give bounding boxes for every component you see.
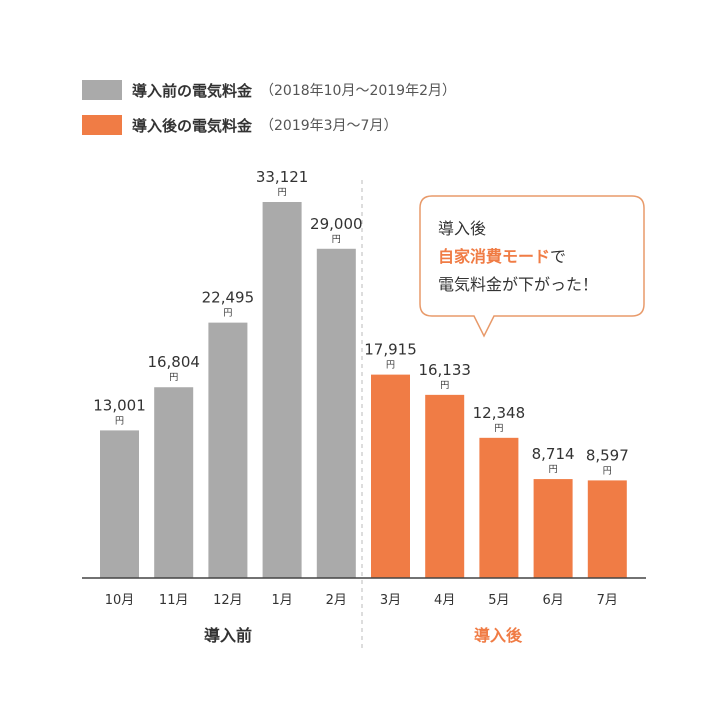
legend-after-swatch bbox=[82, 115, 122, 135]
legend-before-swatch bbox=[82, 80, 122, 100]
callout-line2-suffix: で bbox=[550, 247, 566, 266]
callout-line3: 電気料金が下がった！ bbox=[438, 275, 598, 294]
x-tick-label: 5月 bbox=[488, 593, 509, 608]
value-label: 29,000 bbox=[310, 215, 363, 233]
legend-after: 導入後の電気料金 （2019年3月〜7月） bbox=[82, 115, 397, 135]
value-label: 33,121 bbox=[256, 168, 309, 186]
bar-10 bbox=[587, 480, 627, 578]
value-label: 17,915 bbox=[364, 341, 417, 359]
callout-bubble bbox=[419, 195, 645, 338]
unit-label: 円 bbox=[549, 464, 558, 475]
unit-label: 円 bbox=[494, 423, 503, 434]
value-label: 8,597 bbox=[586, 446, 629, 464]
x-tick-label: 12月 bbox=[213, 593, 243, 608]
unit-label: 円 bbox=[386, 360, 395, 371]
unit-label: 円 bbox=[278, 187, 287, 198]
callout-highlight: 自家消費モード bbox=[438, 247, 550, 266]
callout-line2: 自家消費モードで bbox=[438, 247, 566, 266]
x-tick-label: 4月 bbox=[434, 593, 455, 608]
x-tick-label: 11月 bbox=[159, 593, 189, 608]
value-label: 22,495 bbox=[202, 289, 255, 307]
unit-label: 円 bbox=[115, 415, 124, 426]
labels-layer: 13,001円10月16,804円11月22,495円12月33,121円1月2… bbox=[93, 168, 629, 608]
unit-label: 円 bbox=[223, 308, 232, 319]
legend-before-range: （2018年10月〜2019年2月） bbox=[260, 83, 456, 99]
bars-layer bbox=[100, 202, 627, 578]
legend-before: 導入前の電気料金 （2018年10月〜2019年2月） bbox=[82, 80, 456, 100]
group-label-before: 導入前 bbox=[204, 626, 252, 645]
x-tick-label: 10月 bbox=[105, 593, 135, 608]
bar-4 bbox=[262, 202, 302, 578]
value-label: 13,001 bbox=[93, 396, 146, 414]
value-label: 16,804 bbox=[147, 353, 200, 371]
x-tick-label: 7月 bbox=[597, 593, 618, 608]
bar-8 bbox=[479, 437, 519, 578]
bar-5 bbox=[316, 248, 356, 578]
value-label: 12,348 bbox=[473, 404, 526, 422]
legend-before-label: 導入前の電気料金 bbox=[132, 81, 253, 100]
callout: 導入後 自家消費モードで 電気料金が下がった！ bbox=[419, 195, 645, 338]
bar-7 bbox=[425, 394, 465, 578]
x-tick-label: 6月 bbox=[542, 593, 563, 608]
bar-1 bbox=[100, 430, 139, 578]
legend-after-range: （2019年3月〜7月） bbox=[260, 118, 398, 134]
unit-label: 円 bbox=[332, 234, 341, 245]
unit-label: 円 bbox=[603, 465, 612, 476]
bar-3 bbox=[208, 322, 248, 578]
value-label: 8,714 bbox=[532, 445, 575, 463]
unit-label: 円 bbox=[440, 380, 449, 391]
bar-2 bbox=[154, 387, 194, 578]
value-label: 16,133 bbox=[418, 361, 471, 379]
x-tick-label: 2月 bbox=[326, 593, 347, 608]
legend-after-label: 導入後の電気料金 bbox=[132, 116, 253, 135]
bar-6 bbox=[371, 374, 410, 578]
bar-9 bbox=[533, 479, 573, 578]
callout-line1: 導入後 bbox=[438, 219, 486, 238]
x-tick-label: 1月 bbox=[271, 593, 292, 608]
group-label-after: 導入後 bbox=[474, 626, 523, 645]
unit-label: 円 bbox=[169, 372, 178, 383]
x-tick-label: 3月 bbox=[380, 593, 401, 608]
